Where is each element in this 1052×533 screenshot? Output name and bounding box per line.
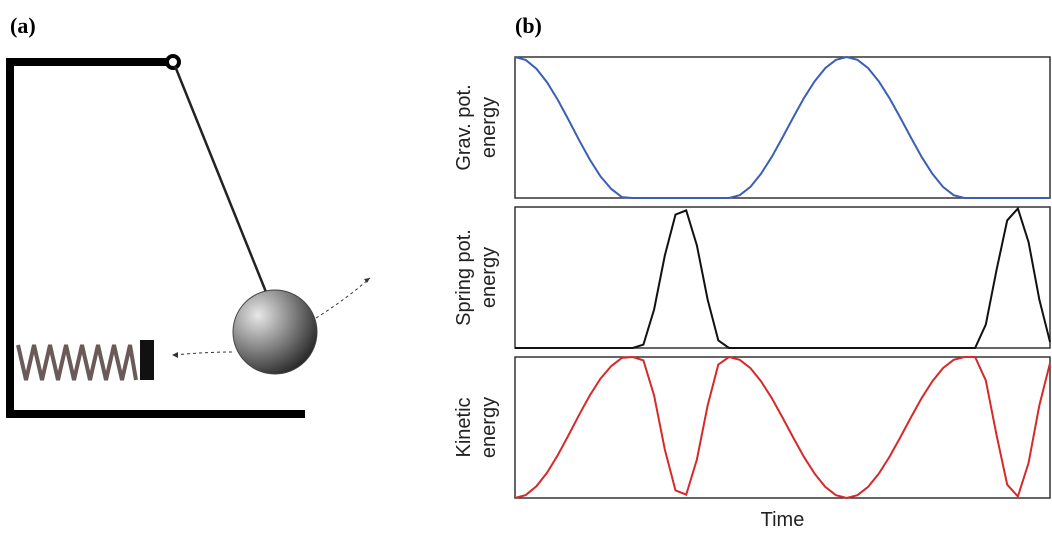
string xyxy=(173,65,268,293)
motion-arc xyxy=(174,351,234,356)
frame xyxy=(6,58,305,418)
y-axis-label: energy xyxy=(478,247,500,308)
motion-arc xyxy=(315,277,371,319)
x-axis-label: Time xyxy=(761,509,805,531)
pivot xyxy=(165,54,181,70)
energy-curve xyxy=(515,206,1051,349)
bob xyxy=(232,289,318,375)
plot-frame xyxy=(514,206,1051,349)
y-axis-label: Kinetic xyxy=(453,397,475,457)
energy-curve xyxy=(514,355,1051,500)
spring xyxy=(16,344,138,381)
y-axis-label: energy xyxy=(478,97,500,158)
panel-label: (b) xyxy=(515,13,542,38)
pendulum-diagram xyxy=(6,54,371,418)
y-axis-label: Spring pot. xyxy=(453,229,475,326)
y-axis-label: Grav. pot. xyxy=(453,84,475,170)
plot-frame xyxy=(514,356,1051,499)
y-axis-label: energy xyxy=(478,397,500,458)
spring-block xyxy=(140,340,154,380)
plot-frame xyxy=(514,56,1051,199)
energy-curve xyxy=(514,55,1050,199)
panel-label: (a) xyxy=(10,13,36,38)
